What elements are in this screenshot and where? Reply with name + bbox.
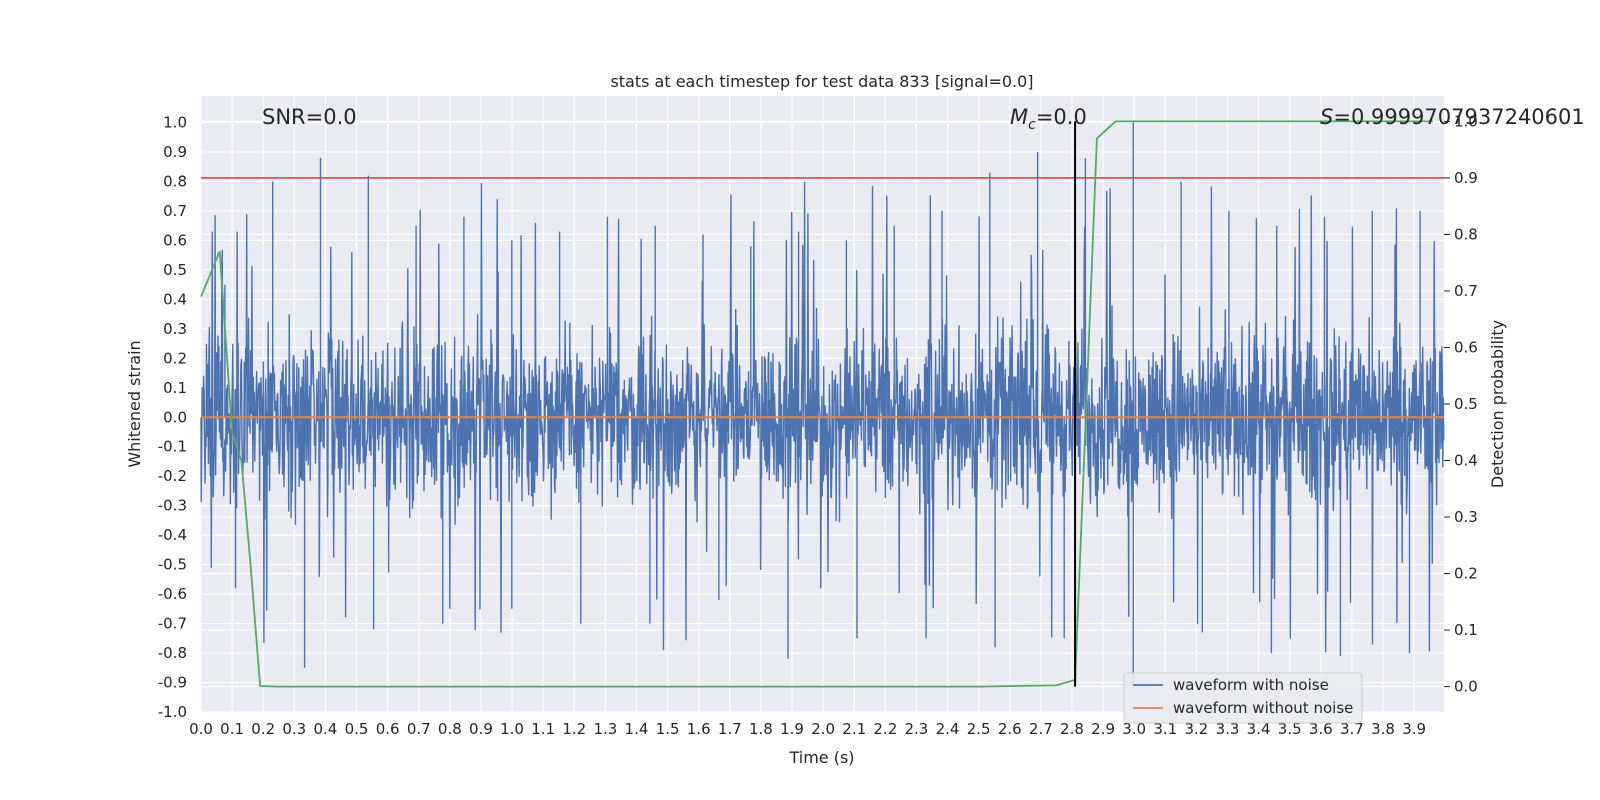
mc-value: =0.0 [1036, 105, 1087, 129]
y-tick-label: 0.2 [163, 349, 187, 367]
x-tick-label: 2.6 [998, 720, 1022, 738]
y2-axis-label: Detection probability [1488, 320, 1507, 488]
y-tick-label: -0.4 [158, 526, 187, 544]
x-tick-label: 0.6 [376, 720, 400, 738]
y2-tick-label: 0.4 [1454, 452, 1478, 470]
s-value: =0.9999707937240601 [1333, 105, 1584, 129]
x-tick-label: 1.2 [562, 720, 586, 738]
y-tick-label: 0.0 [163, 408, 187, 426]
x-tick-label: 1.9 [780, 720, 804, 738]
x-tick-label: 1.3 [593, 720, 617, 738]
y2-axis-ticks: 0.0 0.1 0.2 0.3 0.4 0.5 0.6 0.7 0.8 0.9 1.0 [1444, 112, 1478, 696]
y2-tick-label: 0.3 [1454, 508, 1478, 526]
x-tick-label: 0.0 [189, 720, 213, 738]
series-detection-probability [200, 120, 1433, 688]
x-tick-label: 3.3 [1216, 720, 1240, 738]
score-annotation: S=0.9999707937240601 [1320, 105, 1585, 129]
x-tick-label: 3.4 [1247, 720, 1271, 738]
y2-tick-label: 1.0 [1454, 112, 1478, 130]
x-tick-label: 0.5 [345, 720, 369, 738]
x-tick-label: 2.4 [936, 720, 960, 738]
y2-tick-label: 0.6 [1454, 338, 1478, 356]
x-tick-label: 3.5 [1278, 720, 1302, 738]
y2-tick-label: 0.1 [1454, 621, 1478, 639]
y-tick-label: -0.9 [158, 674, 187, 692]
x-tick-label: 2.9 [1091, 720, 1115, 738]
y-tick-label: 1.0 [163, 114, 187, 132]
y-tick-label: 0.4 [163, 290, 187, 308]
x-tick-label: 0.3 [282, 720, 306, 738]
x-axis-label: Time (s) [788, 748, 854, 767]
y2-tick-label: 0.8 [1454, 225, 1478, 243]
x-tick-label: 3.2 [1184, 720, 1208, 738]
s-symbol: S [1320, 105, 1333, 129]
legend-label-noise: waveform with noise [1173, 676, 1329, 694]
y-axis-label: Whitened strain [125, 340, 144, 467]
legend-label-clean: waveform without noise [1173, 699, 1353, 717]
y-tick-label: -0.5 [158, 556, 187, 574]
mc-symbol: M [1010, 105, 1028, 129]
x-tick-label: 0.7 [407, 720, 431, 738]
mc-subscript: c [1028, 117, 1036, 133]
x-tick-label: 1.4 [625, 720, 649, 738]
y-tick-label: 0.1 [163, 379, 187, 397]
y-tick-label: -0.6 [158, 585, 187, 603]
y-tick-label: 0.7 [163, 202, 187, 220]
snr-annotation: SNR=0.0 [262, 105, 357, 129]
chart-title: stats at each timestep for test data 833… [610, 72, 1033, 91]
x-tick-label: 1.0 [500, 720, 524, 738]
y-axis-ticks: -1.0 -0.9 -0.8 -0.7 -0.6 -0.5 -0.4 -0.3 -0.2 -0.1… [158, 114, 187, 721]
y-tick-label: -1.0 [158, 703, 187, 721]
x-tick-label: 0.8 [438, 720, 462, 738]
x-tick-label: 1.8 [749, 720, 773, 738]
x-tick-label: 2.0 [811, 720, 835, 738]
y2-tick-label: 0.5 [1454, 395, 1478, 413]
y2-tick-label: 0.2 [1454, 565, 1478, 583]
y2-tick-label: 0.9 [1454, 169, 1478, 187]
legend-box [1123, 672, 1363, 724]
y2-tick-label: 0.7 [1454, 282, 1478, 300]
y-tick-label: 0.8 [163, 172, 187, 190]
series-waveform-with-noise [200, 122, 1445, 683]
x-tick-label: 0.4 [313, 720, 337, 738]
x-tick-label: 1.7 [718, 720, 742, 738]
y-tick-label: -0.7 [158, 615, 187, 633]
x-tick-label: 2.8 [1060, 720, 1084, 738]
chirp-mass-annotation: Mc=0.0 [1010, 105, 1087, 133]
x-axis-ticks: 0.0 0.1 0.2 0.3 0.4 0.5 0.6 0.7 0.8 0.9 1.0 1.1 1.2 1… [189, 720, 1426, 738]
noise-trace [200, 122, 1445, 683]
x-tick-label: 3.1 [1153, 720, 1177, 738]
x-tick-label: 3.9 [1402, 720, 1426, 738]
x-tick-label: 3.6 [1309, 720, 1333, 738]
y2-tick-label: 0.0 [1454, 678, 1478, 696]
x-tick-label: 3.7 [1340, 720, 1364, 738]
y-tick-label: 0.6 [163, 231, 187, 249]
x-tick-label: 2.1 [842, 720, 866, 738]
y-tick-label: -0.2 [158, 467, 187, 485]
y-tick-label: 0.5 [163, 261, 187, 279]
x-tick-label: 1.1 [531, 720, 555, 738]
x-tick-label: 3.0 [1122, 720, 1146, 738]
x-tick-label: 2.3 [905, 720, 929, 738]
x-tick-label: 1.6 [687, 720, 711, 738]
y-tick-label: 0.3 [163, 320, 187, 338]
x-tick-label: 2.7 [1029, 720, 1053, 738]
x-tick-label: 2.2 [873, 720, 897, 738]
x-tick-label: 1.5 [656, 720, 680, 738]
x-tick-label: 2.5 [967, 720, 991, 738]
legend: waveform with noise waveform without noi… [1123, 672, 1363, 724]
x-tick-label: 3.8 [1371, 720, 1395, 738]
y-tick-label: -0.1 [158, 438, 187, 456]
y-tick-label: -0.3 [158, 497, 187, 515]
y-tick-label: -0.8 [158, 644, 187, 662]
x-tick-label: 0.9 [469, 720, 493, 738]
y-tick-label: 0.9 [163, 143, 187, 161]
x-tick-label: 0.2 [251, 720, 275, 738]
x-tick-label: 0.1 [220, 720, 244, 738]
